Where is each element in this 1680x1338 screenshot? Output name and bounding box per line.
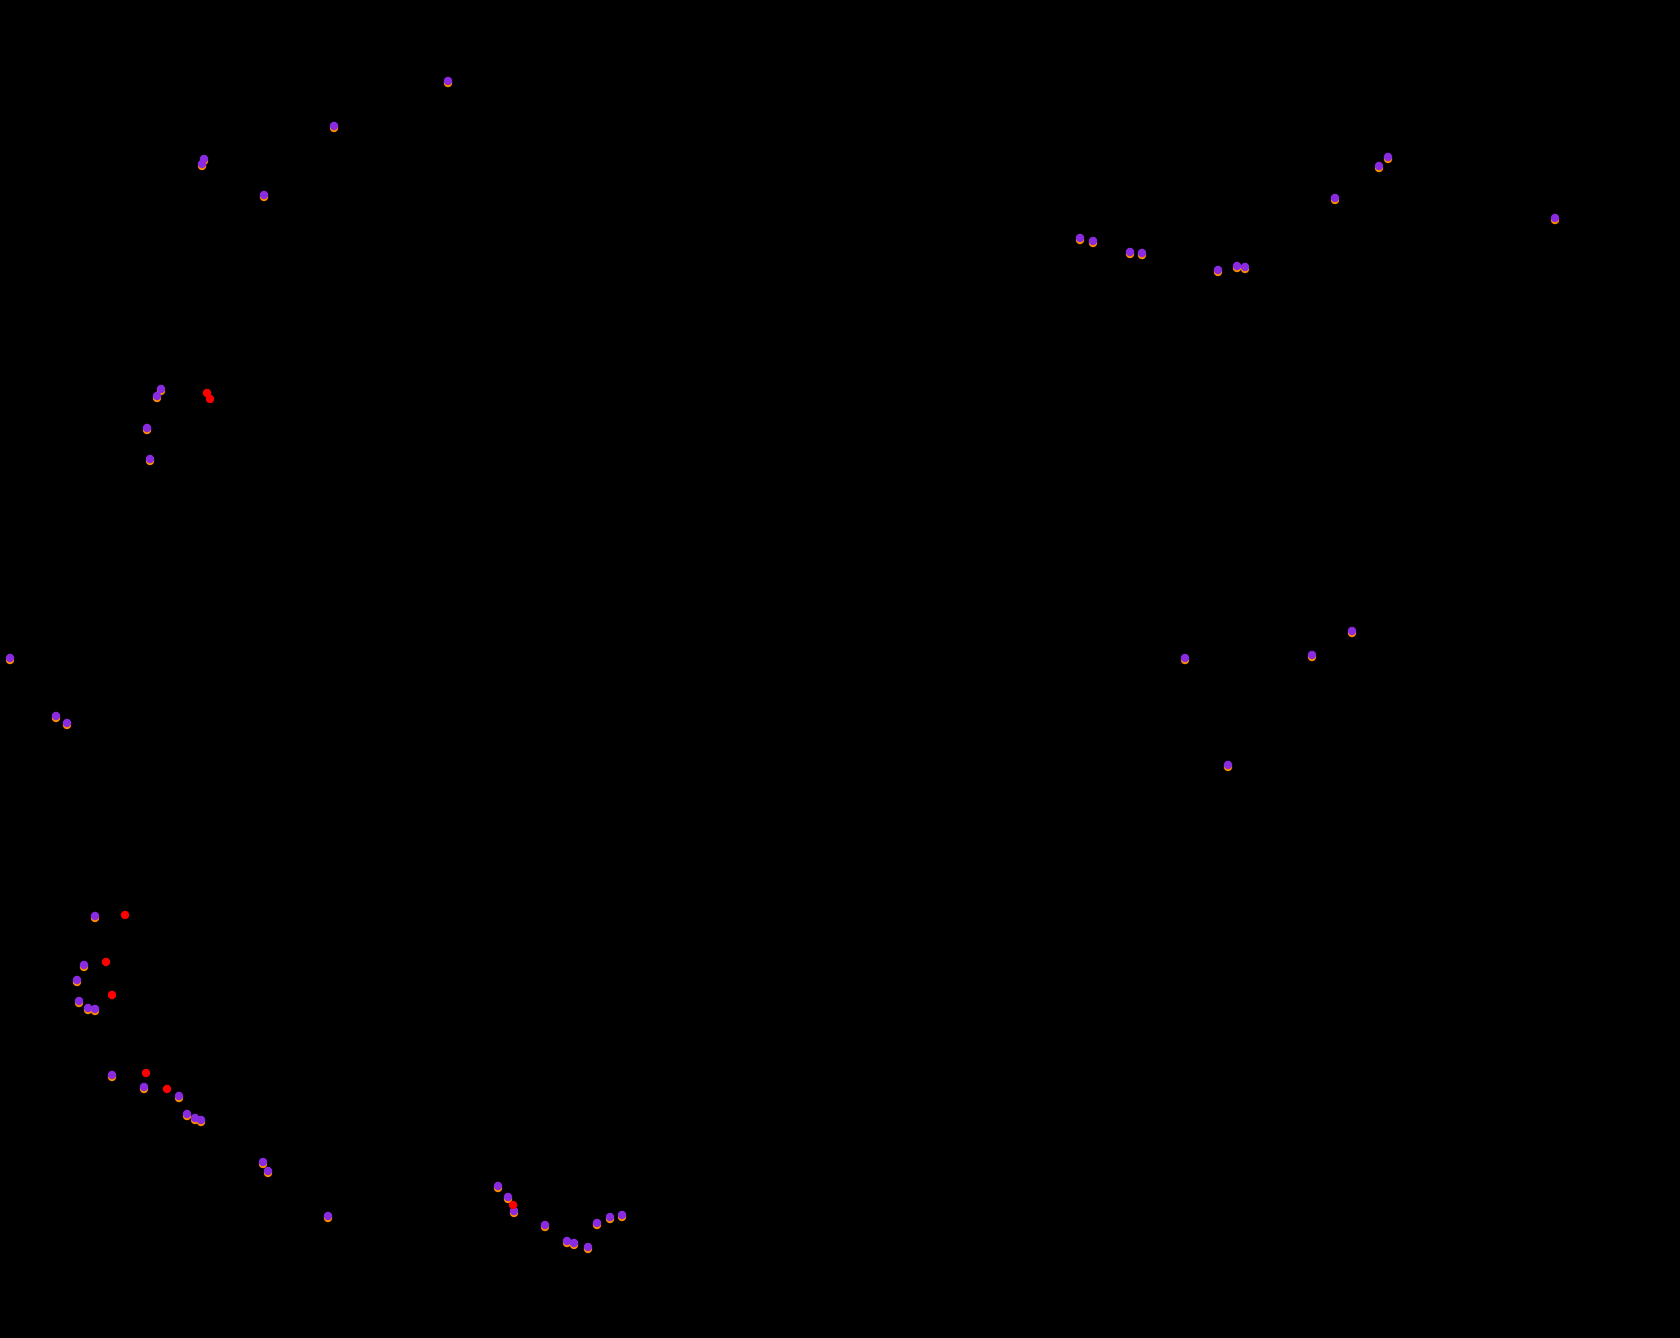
data-point (73, 976, 81, 984)
data-point (206, 395, 214, 403)
data-point (1331, 194, 1339, 202)
series-orange-points (6, 79, 1559, 1253)
data-point (1551, 214, 1559, 222)
data-point (444, 77, 452, 85)
data-point (606, 1213, 614, 1221)
data-point (1308, 651, 1316, 659)
data-point (80, 961, 88, 969)
data-point (324, 1212, 332, 1220)
data-point (140, 1083, 148, 1091)
data-point (102, 958, 110, 966)
data-point (264, 1167, 272, 1175)
data-point (153, 392, 161, 400)
data-point (1126, 248, 1134, 256)
data-point (175, 1092, 183, 1100)
data-point (1384, 153, 1392, 161)
data-point (108, 991, 116, 999)
data-point (584, 1243, 592, 1251)
data-point (198, 160, 206, 168)
data-point (1138, 249, 1146, 257)
data-point (570, 1239, 578, 1247)
data-point (593, 1219, 601, 1227)
data-point (1181, 654, 1189, 662)
chart-canvas (0, 0, 1680, 1338)
data-point (52, 712, 60, 720)
data-point (259, 1158, 267, 1166)
data-point (91, 912, 99, 920)
data-point (143, 424, 151, 432)
data-point (618, 1211, 626, 1219)
data-point (541, 1221, 549, 1229)
data-point (1348, 627, 1356, 635)
data-point (1214, 266, 1222, 274)
series-purple-points (6, 77, 1559, 1251)
data-point (6, 654, 14, 662)
data-point (142, 1069, 150, 1077)
data-point (1375, 162, 1383, 170)
data-point (63, 719, 71, 727)
data-point (1233, 262, 1241, 270)
data-point (146, 455, 154, 463)
scatter-chart (0, 0, 1680, 1338)
data-point (75, 997, 83, 1005)
data-point (91, 1005, 99, 1013)
data-point (1076, 234, 1084, 242)
data-point (1241, 263, 1249, 271)
series-red-points (102, 389, 517, 1209)
data-point (509, 1201, 517, 1209)
data-point (121, 911, 129, 919)
data-point (1089, 237, 1097, 245)
data-point (494, 1182, 502, 1190)
data-point (1224, 761, 1232, 769)
data-point (330, 122, 338, 130)
data-point (260, 191, 268, 199)
data-point (197, 1116, 205, 1124)
data-point (163, 1085, 171, 1093)
data-point (504, 1193, 512, 1201)
data-point (108, 1071, 116, 1079)
data-point (183, 1110, 191, 1118)
